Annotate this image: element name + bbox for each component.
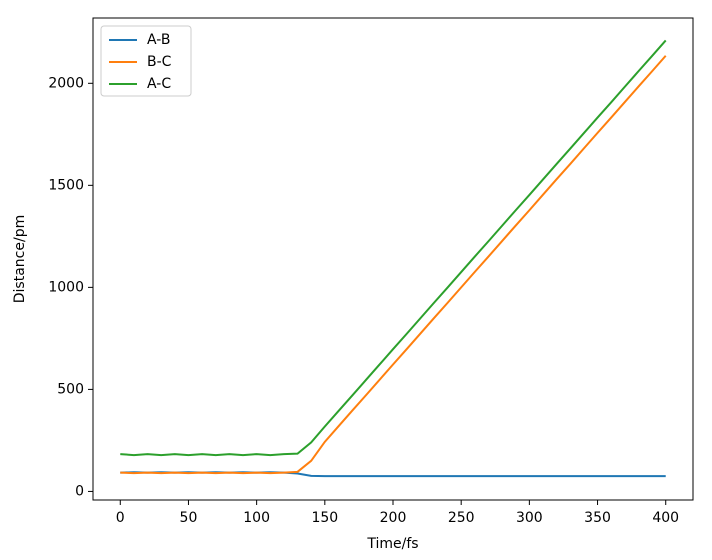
legend-box (100, 25, 192, 97)
legend-label: A-C (147, 76, 171, 92)
plot-frame (92, 17, 694, 501)
x-tick-label: 0 (116, 510, 125, 526)
x-tick-label: 350 (584, 510, 611, 526)
x-tick-label: 200 (380, 510, 407, 526)
line-series (120, 39, 667, 457)
y-tick-label: 2000 (48, 75, 84, 91)
line-series (120, 55, 667, 475)
x-tick-label: 50 (180, 510, 198, 526)
y-tick-label: 1000 (48, 279, 84, 295)
x-tick-label: 100 (243, 510, 270, 526)
y-tick-label: 0 (75, 483, 84, 499)
x-tick-label: 250 (448, 510, 475, 526)
legend-label: A-B (147, 32, 170, 48)
y-tick-label: 1500 (48, 177, 84, 193)
x-axis-label: Time/fs (366, 536, 418, 552)
y-axis-label: Distance/pm (12, 215, 28, 303)
legend-label: B-C (147, 54, 172, 70)
x-tick-label: 300 (516, 510, 543, 526)
x-tick-label: 150 (311, 510, 338, 526)
x-tick-label: 400 (652, 510, 679, 526)
y-tick-label: 500 (57, 381, 84, 397)
